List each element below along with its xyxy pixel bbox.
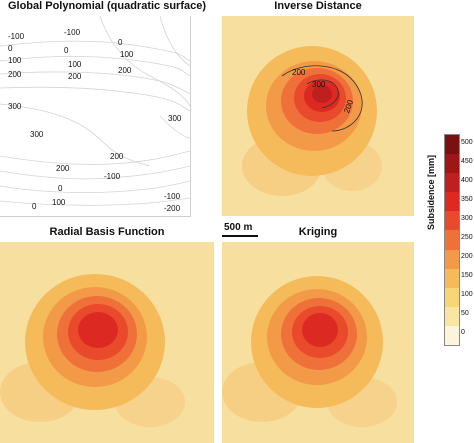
subsidence-raster <box>222 242 414 443</box>
legend-tick-label: 300 <box>461 214 473 222</box>
contour-label: 100 <box>52 198 66 207</box>
legend-tick-label: 250 <box>461 234 473 241</box>
legend-tick-label: 450 <box>461 157 473 165</box>
subsidence-raster <box>0 242 214 443</box>
contour-label: 0 <box>118 38 123 47</box>
contour-label: 200 <box>110 152 124 161</box>
legend-tick-label: 100 <box>461 291 473 299</box>
legend-swatch <box>445 268 459 288</box>
legend-tick-label: 0 <box>461 329 465 337</box>
contour-label: 300 <box>8 102 22 111</box>
scale-bar-line <box>222 235 258 237</box>
legend-tick-label: 350 <box>461 195 473 203</box>
legend-tick-label: 200 <box>461 253 473 261</box>
legend-swatch <box>445 230 459 250</box>
subsidence-raster <box>222 16 414 216</box>
contour-label: 300 <box>30 130 44 139</box>
radial-basis-map <box>0 242 214 443</box>
panel-title-radial-basis: Radial Basis Function <box>49 226 165 238</box>
legend-tick-label: 50 <box>461 310 469 318</box>
legend-swatch <box>445 135 459 155</box>
contour-label: 0 <box>8 44 13 53</box>
contour-label: 200 <box>292 68 306 77</box>
kriging-map <box>222 242 414 443</box>
legend-swatch <box>445 154 459 174</box>
contour-label: 300 <box>312 80 326 89</box>
contour-lines <box>0 16 190 206</box>
legend-tick-label: 150 <box>461 272 473 280</box>
inverse-distance-map: 200 300 200 <box>222 16 414 216</box>
contour-label: -100 <box>64 28 81 37</box>
scale-bar-label: 500 m <box>224 222 253 233</box>
contour-label: 200 <box>8 70 22 79</box>
contour-label: -100 <box>104 172 121 181</box>
panel-title-inverse-distance: Inverse Distance <box>274 0 362 12</box>
contour-label: 100 <box>120 50 134 59</box>
contour-label: 0 <box>32 202 37 211</box>
legend-swatch <box>445 192 459 212</box>
legend-tick-label: 500 <box>461 138 473 146</box>
legend-title: Subsidence [mm] <box>426 154 436 230</box>
legend-swatch <box>445 211 459 231</box>
legend-swatch <box>445 173 459 193</box>
panel-title-kriging: Kriging <box>298 226 338 238</box>
contour-label: 200 <box>56 164 70 173</box>
contour-label: 300 <box>168 114 182 123</box>
contour-label: -100 <box>164 192 181 201</box>
contour-label: 100 <box>68 60 82 69</box>
legend-colorbar <box>444 134 460 346</box>
contour-label: 200 <box>68 72 82 81</box>
global-polynomial-map: -100 0 100 200 -100 0 100 200 300 0 100 … <box>0 16 191 217</box>
legend-tick-label: 400 <box>461 176 473 184</box>
contour-label: -200 <box>164 204 181 213</box>
contour-label: 100 <box>8 56 22 65</box>
contour-label: 200 <box>118 66 132 75</box>
legend-swatch <box>445 306 459 326</box>
contour-label: 0 <box>58 184 63 193</box>
scale-bar: 500 m <box>222 222 262 237</box>
legend-swatch <box>445 249 459 269</box>
legend-swatch <box>445 287 459 307</box>
panel-title-global-polynomial: Global Polynomial (quadratic surface) <box>7 0 207 12</box>
contour-label: 0 <box>64 46 69 55</box>
contour-label: -100 <box>8 32 25 41</box>
legend-swatch <box>445 325 459 345</box>
